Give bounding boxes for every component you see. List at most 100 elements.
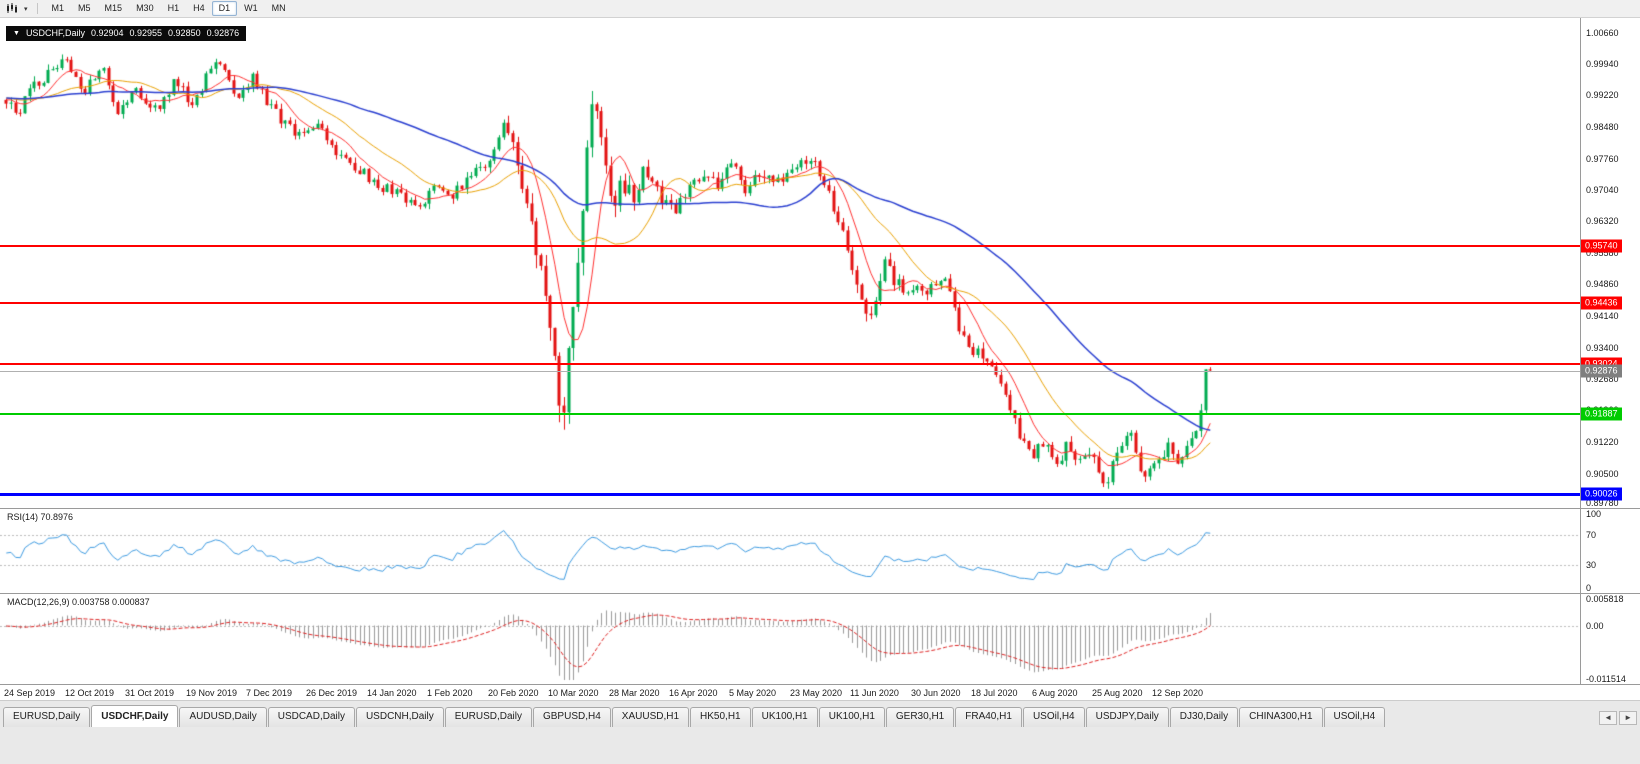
ohlc-low: 0.92850 bbox=[168, 28, 201, 38]
chart-tab-usoil-h4[interactable]: USOil,H4 bbox=[1323, 707, 1386, 727]
rsi-axis-tick: 100 bbox=[1586, 509, 1602, 519]
chart-tab-usoil-h4[interactable]: USOil,H4 bbox=[1022, 707, 1085, 727]
chart-tab-dj30-daily[interactable]: DJ30,Daily bbox=[1169, 707, 1239, 727]
candlestick-glyph bbox=[7, 3, 17, 13]
price-axis-tick: 0.99220 bbox=[1586, 90, 1619, 101]
date-axis-tick: 25 Aug 2020 bbox=[1092, 688, 1143, 698]
chart-tab-china300-h1[interactable]: CHINA300,H1 bbox=[1239, 707, 1323, 727]
timeframe-button-h4[interactable]: H4 bbox=[193, 3, 205, 13]
chart-type-icon[interactable] bbox=[4, 2, 20, 15]
date-axis-tick: 12 Oct 2019 bbox=[65, 688, 115, 698]
toolbar: ▾ M1 M5 M15 M30 H1 H4 D1 W1 MN bbox=[0, 0, 1640, 18]
rsi-axis-tick: 70 bbox=[1586, 529, 1597, 540]
tab-scroll-left-icon[interactable]: ◄ bbox=[1599, 711, 1618, 725]
support-line-green-price-badge: 0.91887 bbox=[1581, 407, 1622, 420]
date-axis-tick: 26 Dec 2019 bbox=[306, 688, 358, 698]
toolbar-separator bbox=[36, 3, 38, 14]
ohlc-open: 0.92904 bbox=[90, 28, 124, 38]
chart-menu-caret-icon[interactable]: ▾ bbox=[24, 5, 28, 13]
price-axis-tick: 0.92680 bbox=[1586, 374, 1619, 385]
bottom-bar: EURUSD,Daily USDCHF,Daily AUDUSD,Daily USDC… bbox=[0, 700, 1640, 764]
date-axis-tick: 30 Jun 2020 bbox=[911, 688, 961, 698]
price-axis-tick: 0.89780 bbox=[1586, 498, 1619, 508]
price-axis-tick: 0.97760 bbox=[1586, 153, 1619, 164]
chart-tab-fra40-h1[interactable]: FRA40,H1 bbox=[955, 707, 1022, 727]
price-axis-tick: 0.95580 bbox=[1586, 248, 1619, 259]
chart-area: ▼ USDCHF,Daily 0.92904 0.92955 0.92850 0… bbox=[0, 18, 1640, 700]
resistance-line-1-price-badge: 0.95740 bbox=[1581, 239, 1622, 253]
price-axis-tick: 0.97040 bbox=[1586, 184, 1619, 195]
chart-tab-eurusd-daily[interactable]: EURUSD,Daily bbox=[444, 707, 532, 727]
chart-tab-ger30-h1[interactable]: GER30,H1 bbox=[885, 707, 955, 727]
timeframe-button-d1[interactable]: D1 bbox=[211, 1, 238, 16]
rsi-axis-tick: 0 bbox=[1586, 583, 1592, 593]
macd-axis-tick: 0.00 bbox=[1586, 620, 1604, 631]
date-axis-tick: 12 Sep 2020 bbox=[1152, 688, 1204, 698]
current-price-line bbox=[0, 370, 1580, 372]
price-axis-tick: 0.98480 bbox=[1586, 122, 1619, 133]
rsi-indicator-canvas[interactable] bbox=[0, 509, 1580, 593]
timeframe-button-w1[interactable]: W1 bbox=[244, 3, 258, 13]
support-line-green[interactable] bbox=[0, 412, 1580, 415]
resistance-line-2-price-badge: 0.94436 bbox=[1581, 296, 1622, 310]
collapse-icon[interactable]: ▼ bbox=[13, 30, 20, 37]
pane-divider[interactable] bbox=[0, 684, 1640, 685]
chart-tab-gbpusd-h4[interactable]: GBPUSD,H4 bbox=[532, 707, 611, 727]
price-axis-tick: 0.91220 bbox=[1586, 437, 1619, 448]
resistance-line-2[interactable] bbox=[0, 301, 1580, 304]
date-axis-tick: 6 Aug 2020 bbox=[1032, 688, 1078, 698]
resistance-line-3[interactable] bbox=[0, 363, 1580, 366]
date-axis-tick: 18 Jul 2020 bbox=[971, 688, 1018, 698]
chart-tab-hk50-h1[interactable]: HK50,H1 bbox=[690, 707, 751, 727]
timeframe-button-m1[interactable]: M1 bbox=[51, 3, 65, 13]
date-axis-tick: 14 Jan 2020 bbox=[367, 688, 417, 698]
main-chart-canvas[interactable] bbox=[0, 18, 1580, 508]
chart-tab-usdchf-daily[interactable]: USDCHF,Daily bbox=[91, 705, 179, 727]
date-axis-tick: 16 Apr 2020 bbox=[669, 688, 718, 698]
price-axis-tick: 0.93400 bbox=[1586, 342, 1619, 353]
price-axis-tick: 0.90500 bbox=[1586, 468, 1619, 479]
date-axis-tick: 5 May 2020 bbox=[729, 688, 777, 698]
chart-tab-eurusd-daily[interactable]: EURUSD,Daily bbox=[3, 707, 91, 727]
tab-scroll-controls: ◄ ► bbox=[1599, 711, 1637, 727]
date-axis-tick: 19 Nov 2019 bbox=[186, 688, 238, 698]
rsi-axis-tick: 30 bbox=[1586, 560, 1597, 571]
chart-tab-usdjpy-daily[interactable]: USDJPY,Daily bbox=[1085, 707, 1169, 727]
price-axis-tick: 1.00660 bbox=[1586, 27, 1619, 38]
timeframe-button-h1[interactable]: H1 bbox=[167, 3, 180, 13]
date-axis-tick: 7 Dec 2019 bbox=[246, 688, 293, 698]
macd-axis-tick: 0.005818 bbox=[1586, 594, 1624, 604]
timeframe-button-m30[interactable]: M30 bbox=[136, 3, 154, 13]
date-axis-tick: 10 Mar 2020 bbox=[548, 688, 599, 698]
chart-tab-uk100-h1[interactable]: UK100,H1 bbox=[751, 707, 818, 727]
date-axis-tick: 24 Sep 2019 bbox=[4, 688, 56, 698]
timeframe-button-mn[interactable]: MN bbox=[271, 3, 286, 13]
tab-scroll-right-icon[interactable]: ► bbox=[1619, 711, 1637, 725]
chart-tab-usdcnh-daily[interactable]: USDCNH,Daily bbox=[355, 707, 444, 727]
chart-symbol-period: USDCHF,Daily bbox=[25, 28, 85, 38]
timeframe-button-m5[interactable]: M5 bbox=[78, 3, 91, 13]
rsi-label: RSI(14) 70.8976 bbox=[7, 512, 74, 522]
current-price-badge: 0.92876 bbox=[1581, 364, 1622, 378]
chart-tab-audusd-daily[interactable]: AUDUSD,Daily bbox=[179, 707, 267, 727]
date-axis-tick: 11 Jun 2020 bbox=[850, 688, 899, 698]
pane-divider[interactable] bbox=[0, 593, 1640, 594]
timeframe-toolbar: M1 M5 M15 M30 H1 H4 D1 W1 MN bbox=[45, 1, 293, 16]
date-axis-tick: 23 May 2020 bbox=[790, 688, 843, 698]
chart-title-chip[interactable]: ▼ USDCHF,Daily 0.92904 0.92955 0.92850 0… bbox=[6, 26, 247, 41]
chart-tab-uk100-h1[interactable]: UK100,H1 bbox=[818, 707, 885, 727]
price-axis-tick: 0.99940 bbox=[1586, 59, 1619, 69]
macd-indicator-canvas[interactable] bbox=[0, 594, 1580, 684]
chart-tab-list: EURUSD,Daily USDCHF,Daily AUDUSD,Daily USDC… bbox=[0, 701, 1640, 727]
support-line-blue[interactable] bbox=[0, 492, 1580, 496]
resistance-line-1[interactable] bbox=[0, 245, 1580, 248]
price-axis-tick: 0.94140 bbox=[1586, 310, 1619, 321]
chart-tab-usdcad-daily[interactable]: USDCAD,Daily bbox=[267, 707, 355, 727]
date-axis-tick: 31 Oct 2019 bbox=[125, 688, 175, 698]
chart-tab-xauusd-h1[interactable]: XAUUSD,H1 bbox=[611, 707, 690, 727]
price-axis-tick: 0.94860 bbox=[1586, 279, 1619, 290]
timeframe-button-m15[interactable]: M15 bbox=[104, 3, 123, 13]
macd-axis-tick: -0.011514 bbox=[1586, 674, 1626, 684]
pane-divider[interactable] bbox=[0, 508, 1640, 509]
